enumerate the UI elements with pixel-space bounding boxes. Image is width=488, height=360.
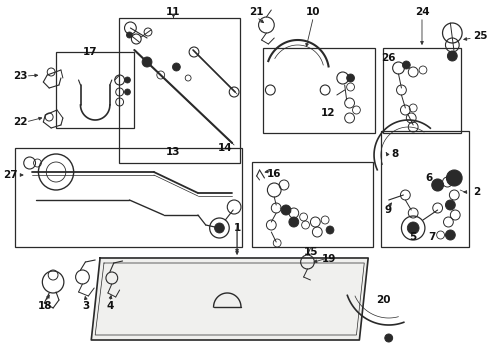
- Circle shape: [407, 222, 418, 234]
- Bar: [380, 131, 468, 247]
- Circle shape: [288, 217, 298, 227]
- Circle shape: [445, 200, 454, 210]
- Circle shape: [124, 89, 130, 95]
- Text: 4: 4: [106, 301, 113, 311]
- Text: 5: 5: [409, 232, 416, 242]
- Text: 13: 13: [166, 147, 181, 157]
- Text: 10: 10: [305, 7, 320, 17]
- Circle shape: [445, 230, 454, 240]
- Circle shape: [346, 74, 354, 82]
- Circle shape: [447, 51, 456, 61]
- Text: 12: 12: [320, 108, 335, 118]
- Bar: [251, 162, 372, 247]
- Text: 24: 24: [414, 7, 428, 17]
- Text: 17: 17: [83, 47, 98, 57]
- Text: 23: 23: [13, 71, 28, 81]
- Text: 11: 11: [166, 7, 181, 17]
- Circle shape: [142, 57, 152, 67]
- Circle shape: [384, 334, 392, 342]
- Circle shape: [325, 226, 333, 234]
- Circle shape: [431, 179, 443, 191]
- Bar: [382, 48, 460, 133]
- Bar: [263, 48, 374, 133]
- Text: 8: 8: [390, 149, 397, 159]
- Polygon shape: [91, 258, 367, 340]
- Text: 21: 21: [249, 7, 264, 17]
- Text: 1: 1: [233, 223, 240, 233]
- Bar: [56, 52, 134, 128]
- Bar: [119, 18, 240, 163]
- Text: 25: 25: [472, 31, 487, 41]
- Circle shape: [172, 63, 180, 71]
- Circle shape: [446, 170, 461, 186]
- Text: 9: 9: [384, 205, 390, 215]
- Circle shape: [126, 32, 132, 38]
- Text: 2: 2: [472, 187, 479, 197]
- Bar: [15, 148, 242, 247]
- Circle shape: [402, 61, 409, 69]
- Text: 18: 18: [38, 301, 52, 311]
- Circle shape: [124, 77, 130, 83]
- Circle shape: [214, 223, 224, 233]
- Text: 7: 7: [427, 232, 435, 242]
- Text: 26: 26: [381, 53, 395, 63]
- Text: 15: 15: [304, 247, 318, 257]
- Text: 22: 22: [13, 117, 28, 127]
- Text: 19: 19: [321, 254, 336, 264]
- Text: 14: 14: [218, 143, 232, 153]
- Text: 6: 6: [425, 173, 431, 183]
- Text: 27: 27: [3, 170, 18, 180]
- Text: 3: 3: [82, 301, 90, 311]
- Text: 16: 16: [266, 169, 281, 179]
- Text: 20: 20: [376, 295, 390, 305]
- Circle shape: [281, 205, 290, 215]
